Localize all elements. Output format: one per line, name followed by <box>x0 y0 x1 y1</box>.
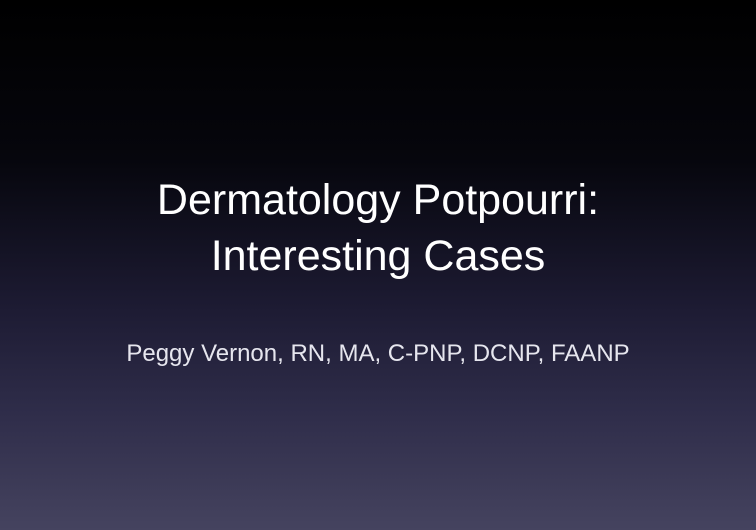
slide-title-line-1: Dermatology Potpourri: <box>156 176 600 224</box>
slide-subtitle-author: Peggy Vernon, RN, MA, C-PNP, DCNP, FAANP <box>126 340 630 367</box>
slide-title: Dermatology Potpourri: Interesting Cases <box>0 172 756 284</box>
slide-title-line-2: Interesting Cases <box>210 232 546 280</box>
